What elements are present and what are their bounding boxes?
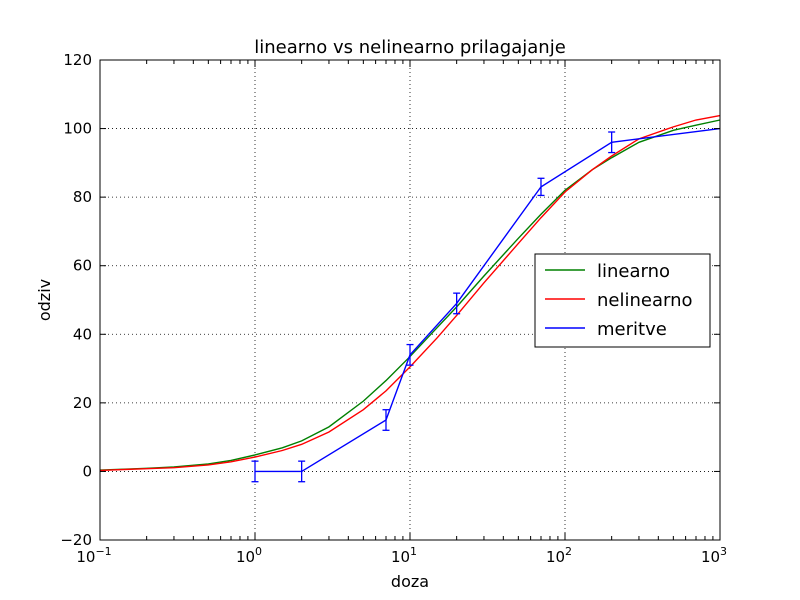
x-tick-base: 10 <box>236 548 255 566</box>
y-tick-label: 40 <box>73 325 92 343</box>
x-tick-exponent: 2 <box>565 545 572 558</box>
y-tick-label: 120 <box>63 51 92 69</box>
legend-label: nelinearno <box>597 290 693 311</box>
x-axis-label: doza <box>391 572 429 591</box>
plot-layer <box>99 114 721 483</box>
y-tick-label: −20 <box>60 531 92 549</box>
x-tick-label: 102 <box>546 545 572 566</box>
x-tick-exponent: 0 <box>255 545 262 558</box>
legend-label: meritve <box>597 319 667 340</box>
series-line-nelinearno <box>99 114 721 472</box>
x-tick-base: 10 <box>391 548 410 566</box>
y-tick-label: 60 <box>73 257 92 275</box>
y-tick-label: 80 <box>73 188 92 206</box>
x-tick-label: 100 <box>236 545 262 566</box>
x-tick-exponent: 1 <box>410 545 417 558</box>
x-tick-base: 10 <box>546 548 565 566</box>
y-tick-label: 100 <box>63 120 92 138</box>
x-tick-label: 101 <box>391 545 417 566</box>
y-axis-label: odziv <box>35 279 54 321</box>
x-tick-label: 10−1 <box>76 545 111 566</box>
y-tick-label: 0 <box>82 462 92 480</box>
series-line-meritve <box>255 127 721 473</box>
x-tick-exponent: 3 <box>720 545 727 558</box>
x-tick-base: 10 <box>76 548 95 566</box>
x-tick-label: 103 <box>701 545 727 566</box>
legend: linearno nelinearno meritve <box>534 253 711 348</box>
x-tick-exponent: −1 <box>95 545 111 558</box>
chart-title: linearno vs nelinearno prilagajanje <box>254 37 566 58</box>
legend-label: linearno <box>597 261 670 282</box>
y-tick-label: 20 <box>73 394 92 412</box>
x-tick-base: 10 <box>701 548 720 566</box>
